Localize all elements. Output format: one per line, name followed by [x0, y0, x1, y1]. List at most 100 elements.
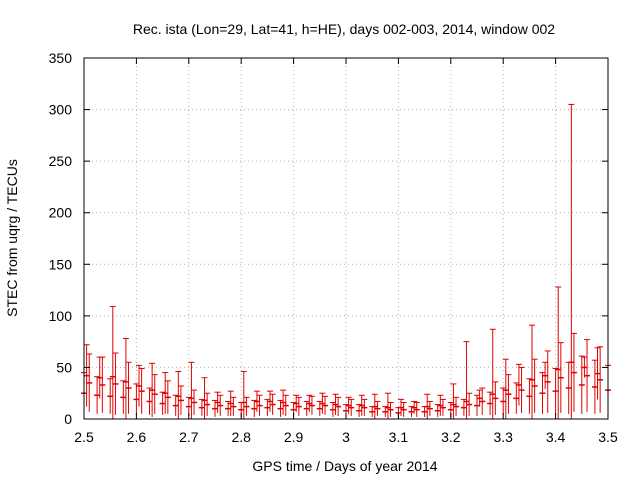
data-point — [539, 372, 546, 414]
data-point — [529, 324, 536, 419]
data-point — [502, 358, 509, 419]
data-point — [384, 392, 391, 419]
data-point — [269, 393, 276, 415]
y-tick-label: 200 — [49, 205, 73, 221]
y-tick-label: 50 — [56, 359, 72, 375]
x-tick-label: 3.2 — [441, 429, 461, 445]
data-point — [256, 394, 263, 416]
x-tick-label: 3.4 — [546, 429, 566, 445]
data-point — [437, 394, 444, 416]
data-point — [243, 396, 250, 416]
data-point — [358, 394, 365, 416]
data-point — [109, 306, 116, 419]
x-tick-label: 3 — [342, 429, 350, 445]
data-point — [227, 390, 234, 416]
data-point — [214, 391, 221, 413]
data-point — [424, 393, 431, 419]
data-point — [332, 393, 339, 415]
data-point — [240, 371, 247, 419]
x-tick-label: 2.6 — [127, 429, 147, 445]
data-point — [86, 353, 93, 412]
chart-title: Rec. ista (Lon=29, Lat=41, h=HE), days 0… — [133, 21, 555, 37]
data-point — [308, 395, 315, 415]
x-tick-label: 3.3 — [493, 429, 513, 445]
data-point — [518, 366, 525, 413]
x-tick-label: 3.1 — [389, 429, 409, 445]
data-point — [201, 377, 208, 419]
data-point — [594, 347, 601, 400]
data-point — [185, 396, 192, 416]
data-point — [584, 339, 591, 412]
data-point — [568, 103, 575, 419]
data-point — [149, 362, 156, 417]
data-point — [439, 398, 446, 416]
data-point — [177, 385, 184, 415]
data-point — [542, 361, 549, 390]
data-point — [282, 394, 289, 416]
data-point — [581, 356, 588, 378]
data-point — [487, 391, 494, 415]
data-point — [387, 401, 394, 417]
data-point — [544, 350, 551, 413]
data-point — [552, 367, 559, 414]
data-point — [253, 390, 260, 412]
y-tick-label: 250 — [49, 153, 73, 169]
x-tick-label: 2.7 — [179, 429, 199, 445]
data-point — [191, 389, 198, 415]
data-point — [398, 398, 405, 416]
data-point — [267, 390, 274, 412]
data-point — [251, 399, 258, 417]
data-point — [230, 396, 237, 416]
data-point — [578, 355, 585, 414]
y-tick-label: 150 — [49, 256, 73, 272]
x-tick-label: 2.9 — [284, 429, 304, 445]
data-point — [107, 378, 114, 414]
data-point — [112, 352, 119, 415]
data-point — [565, 361, 572, 414]
data-point — [526, 378, 533, 414]
data-point — [146, 387, 153, 415]
data-point — [361, 398, 368, 416]
data-point — [369, 406, 376, 417]
data-point — [335, 396, 342, 416]
data-point — [151, 374, 158, 414]
x-tick-label: 2.8 — [231, 429, 251, 445]
data-point — [345, 396, 352, 414]
data-point — [400, 401, 407, 417]
data-point — [597, 346, 604, 413]
x-tick-label: 2.5 — [74, 429, 94, 445]
data-point — [489, 328, 496, 419]
data-point — [99, 356, 106, 413]
y-axis: 0 50 100 150 200 250 300 350 — [49, 50, 608, 427]
grid — [84, 58, 608, 419]
data-point — [479, 387, 486, 415]
data-point — [162, 372, 169, 414]
y-tick-label: 300 — [49, 102, 73, 118]
data-point — [371, 393, 378, 419]
data-point — [164, 380, 171, 414]
data-point — [172, 394, 179, 416]
data-point — [466, 392, 473, 416]
data-point — [531, 358, 538, 413]
data-point — [570, 332, 577, 412]
data-point — [198, 398, 205, 416]
data-point — [557, 342, 564, 413]
y-tick-label: 350 — [49, 50, 73, 66]
data-point — [133, 383, 140, 415]
data-point — [293, 394, 300, 412]
data-point — [280, 389, 287, 415]
data-point — [453, 396, 460, 416]
data-point — [463, 341, 470, 419]
x-axis-label: GPS time / Days of year 2014 — [252, 458, 437, 474]
data-point — [204, 392, 211, 416]
data-point — [505, 374, 512, 414]
data-point — [411, 400, 418, 414]
data-point — [295, 396, 302, 416]
data-point — [94, 376, 101, 414]
data-point — [476, 389, 483, 407]
data-point — [492, 381, 499, 415]
data-point — [421, 406, 428, 417]
data-series — [81, 355, 611, 418]
data-point — [555, 286, 562, 419]
data-point — [434, 404, 441, 417]
